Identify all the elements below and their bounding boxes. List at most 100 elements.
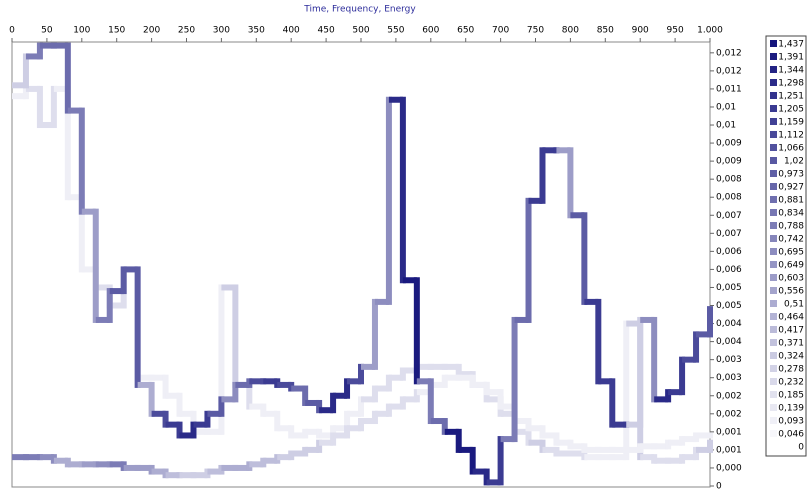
heat-cell	[388, 96, 403, 103]
legend-label: 1,298	[778, 79, 804, 89]
step-connector	[441, 418, 448, 435]
y-tick-label: 0,01	[716, 121, 736, 131]
heat-cell	[305, 446, 320, 453]
step-connector	[371, 385, 378, 403]
heat-cell	[500, 403, 515, 410]
legend-swatch	[770, 287, 777, 294]
heat-cell	[361, 396, 375, 403]
legend-box	[765, 35, 807, 457]
x-tick-label: 1.000	[697, 26, 723, 36]
step-connector	[609, 378, 616, 428]
step-connector	[539, 425, 546, 439]
step-connector	[679, 356, 686, 396]
heat-cell	[151, 468, 166, 475]
heat-cell	[81, 266, 96, 273]
legend-swatch	[770, 326, 777, 333]
heat-cell	[277, 454, 292, 461]
legend-label: 0,649	[778, 261, 804, 271]
y-tick-label: 0,001	[716, 445, 742, 455]
heat-cell	[165, 392, 180, 399]
heat-cell	[207, 410, 222, 417]
heat-cell	[25, 53, 40, 60]
step-connector	[413, 389, 420, 403]
step-connector	[106, 288, 113, 323]
heat-cell	[151, 374, 166, 381]
x-tick-label: 450	[318, 26, 335, 36]
heat-cell	[598, 378, 613, 385]
x-tick-label: 150	[108, 26, 125, 36]
legend-label: 1,112	[778, 131, 804, 141]
y-tick-label: 0,008	[716, 193, 742, 203]
heat-cell	[556, 450, 571, 457]
heat-cell	[137, 464, 152, 471]
step-connector	[134, 266, 141, 388]
legend-swatch	[770, 196, 777, 203]
heat-cell	[333, 432, 348, 439]
x-tick-label: 800	[562, 26, 579, 36]
legend-swatch	[770, 105, 777, 112]
heat-cell	[570, 212, 585, 219]
legend-label: 1,391	[778, 53, 804, 63]
heat-cell	[430, 363, 445, 370]
y-tick-label: 0,012	[716, 48, 742, 58]
y-tick-label: 0,007	[716, 229, 742, 239]
x-tick-label: 900	[632, 26, 649, 36]
heat-cell	[165, 421, 180, 428]
heat-cell	[53, 457, 68, 464]
heat-cell	[668, 389, 683, 396]
step-connector	[399, 96, 406, 284]
legend-label: 0,834	[778, 209, 804, 219]
heat-cell	[12, 93, 26, 100]
heat-cell	[109, 461, 124, 468]
heat-cell	[542, 446, 557, 453]
heat-cell	[444, 363, 459, 370]
legend-swatch	[770, 300, 777, 307]
heat-cell	[640, 443, 655, 450]
step-connector	[497, 389, 504, 410]
legend-swatch	[770, 274, 777, 281]
heat-cell	[458, 371, 473, 378]
heat-cell	[291, 432, 306, 439]
y-tick-label: 0,008	[716, 175, 742, 185]
heat-cell	[193, 428, 208, 435]
step-connector	[36, 85, 43, 129]
heat-cell	[277, 381, 292, 388]
heat-cell	[137, 374, 152, 381]
heat-cell	[81, 461, 96, 468]
legend-swatch	[770, 404, 777, 411]
legend-swatch	[770, 40, 777, 47]
heat-cell	[263, 410, 278, 417]
heat-cell	[207, 468, 222, 475]
heat-cell	[682, 436, 697, 443]
step-connector	[553, 432, 560, 446]
step-connector	[246, 381, 253, 410]
heat-cell	[249, 461, 264, 468]
step-connector	[50, 85, 57, 129]
heat-cell	[53, 85, 68, 92]
heat-cell	[263, 378, 278, 385]
heat-cell	[654, 396, 669, 403]
heat-cell	[486, 396, 501, 403]
step-connector	[525, 418, 532, 432]
legend-label: 1,205	[778, 105, 804, 115]
step-connector	[330, 392, 337, 414]
y-tick-label: 0,011	[716, 84, 742, 94]
legend-swatch	[770, 430, 777, 437]
heat-cell	[528, 197, 543, 204]
x-tick-label: 50	[41, 26, 53, 36]
heat-cell	[95, 316, 110, 323]
legend-swatch	[770, 261, 777, 268]
legend-swatch	[770, 209, 777, 216]
step-connector	[707, 432, 713, 439]
heat-cell	[514, 316, 529, 323]
step-connector	[302, 385, 309, 406]
x-tick-label: 400	[283, 26, 300, 36]
heat-cell	[263, 457, 278, 464]
heat-cell	[53, 42, 68, 49]
heat-cell	[654, 457, 669, 464]
heat-cell	[612, 446, 627, 453]
heat-cell	[626, 421, 641, 428]
x-tick-label: 300	[213, 26, 230, 36]
legend-swatch	[770, 222, 777, 229]
step-connector	[385, 403, 392, 417]
